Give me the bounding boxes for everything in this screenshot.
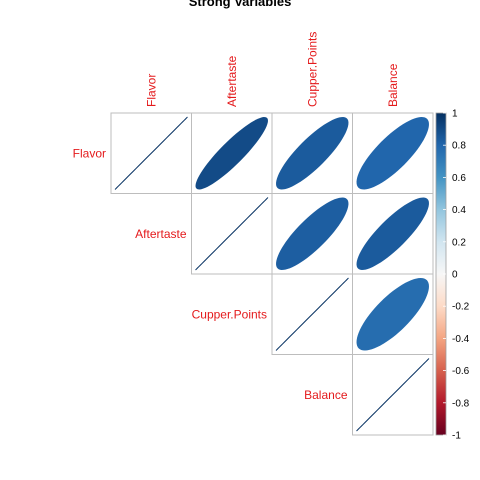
column-label-Cupper.Points: Cupper.Points [305,32,319,107]
correlation-ellipse [276,117,349,190]
correlation-ellipse [356,278,429,351]
correlation-ellipse [195,117,268,190]
column-label-Balance: Balance [386,63,400,107]
diagonal-line [275,277,349,351]
diagonal-line [114,116,188,190]
correlation-cells [110,112,434,436]
cell-Aftertaste-Balance [352,193,434,275]
colorbar-tick-label: -0.8 [452,398,470,409]
cell-Cupper.Points-Cupper.Points [271,273,353,355]
colorbar-tick-label: -0.2 [452,302,470,313]
cell-Cupper.Points-Balance [352,273,434,355]
row-label-Balance: Balance [304,388,348,402]
row-labels: Flavor Aftertaste Cupper.Points Balance [73,146,348,402]
chart-title: Strong Variables [189,0,292,9]
row-label-Aftertaste: Aftertaste [135,227,187,241]
column-labels: Flavor Aftertaste Cupper.Points Balance [144,32,400,107]
colorbar: 1 0.8 0.6 0.4 0.2 0 -0.2 -0.4 -0.6 -0.8 -1 [435,109,470,442]
colorbar-tick-label: -1 [452,431,461,442]
cell-Flavor-Cupper.Points [271,112,353,194]
diagonal-line [195,197,269,271]
colorbar-tick-label: 0.8 [452,141,466,152]
row-label-Cupper.Points: Cupper.Points [192,307,267,321]
diagonal-line [356,358,430,432]
colorbar-tick-label: -0.4 [452,334,470,345]
colorbar-tick-label: 1 [452,109,458,120]
colorbar-tick-label: 0 [452,270,458,281]
colorbar-tick-label: 0.2 [452,237,466,248]
cell-Flavor-Balance [352,112,434,194]
cell-Aftertaste-Cupper.Points [271,193,353,275]
column-label-Aftertaste: Aftertaste [225,55,239,107]
column-label-Flavor: Flavor [144,74,158,107]
colorbar-tick-label: 0.6 [452,173,466,184]
cell-Flavor-Aftertaste [191,112,273,194]
cell-Aftertaste-Aftertaste [191,193,273,275]
row-label-Flavor: Flavor [73,146,106,160]
cell-Balance-Balance [352,354,434,436]
colorbar-tick-label: -0.6 [452,366,470,377]
correlation-ellipse [276,197,349,270]
correlation-ellipse [356,197,429,270]
colorbar-tick-label: 0.4 [452,205,466,216]
correlation-ellipse [356,117,429,190]
cell-Flavor-Flavor [110,112,192,194]
